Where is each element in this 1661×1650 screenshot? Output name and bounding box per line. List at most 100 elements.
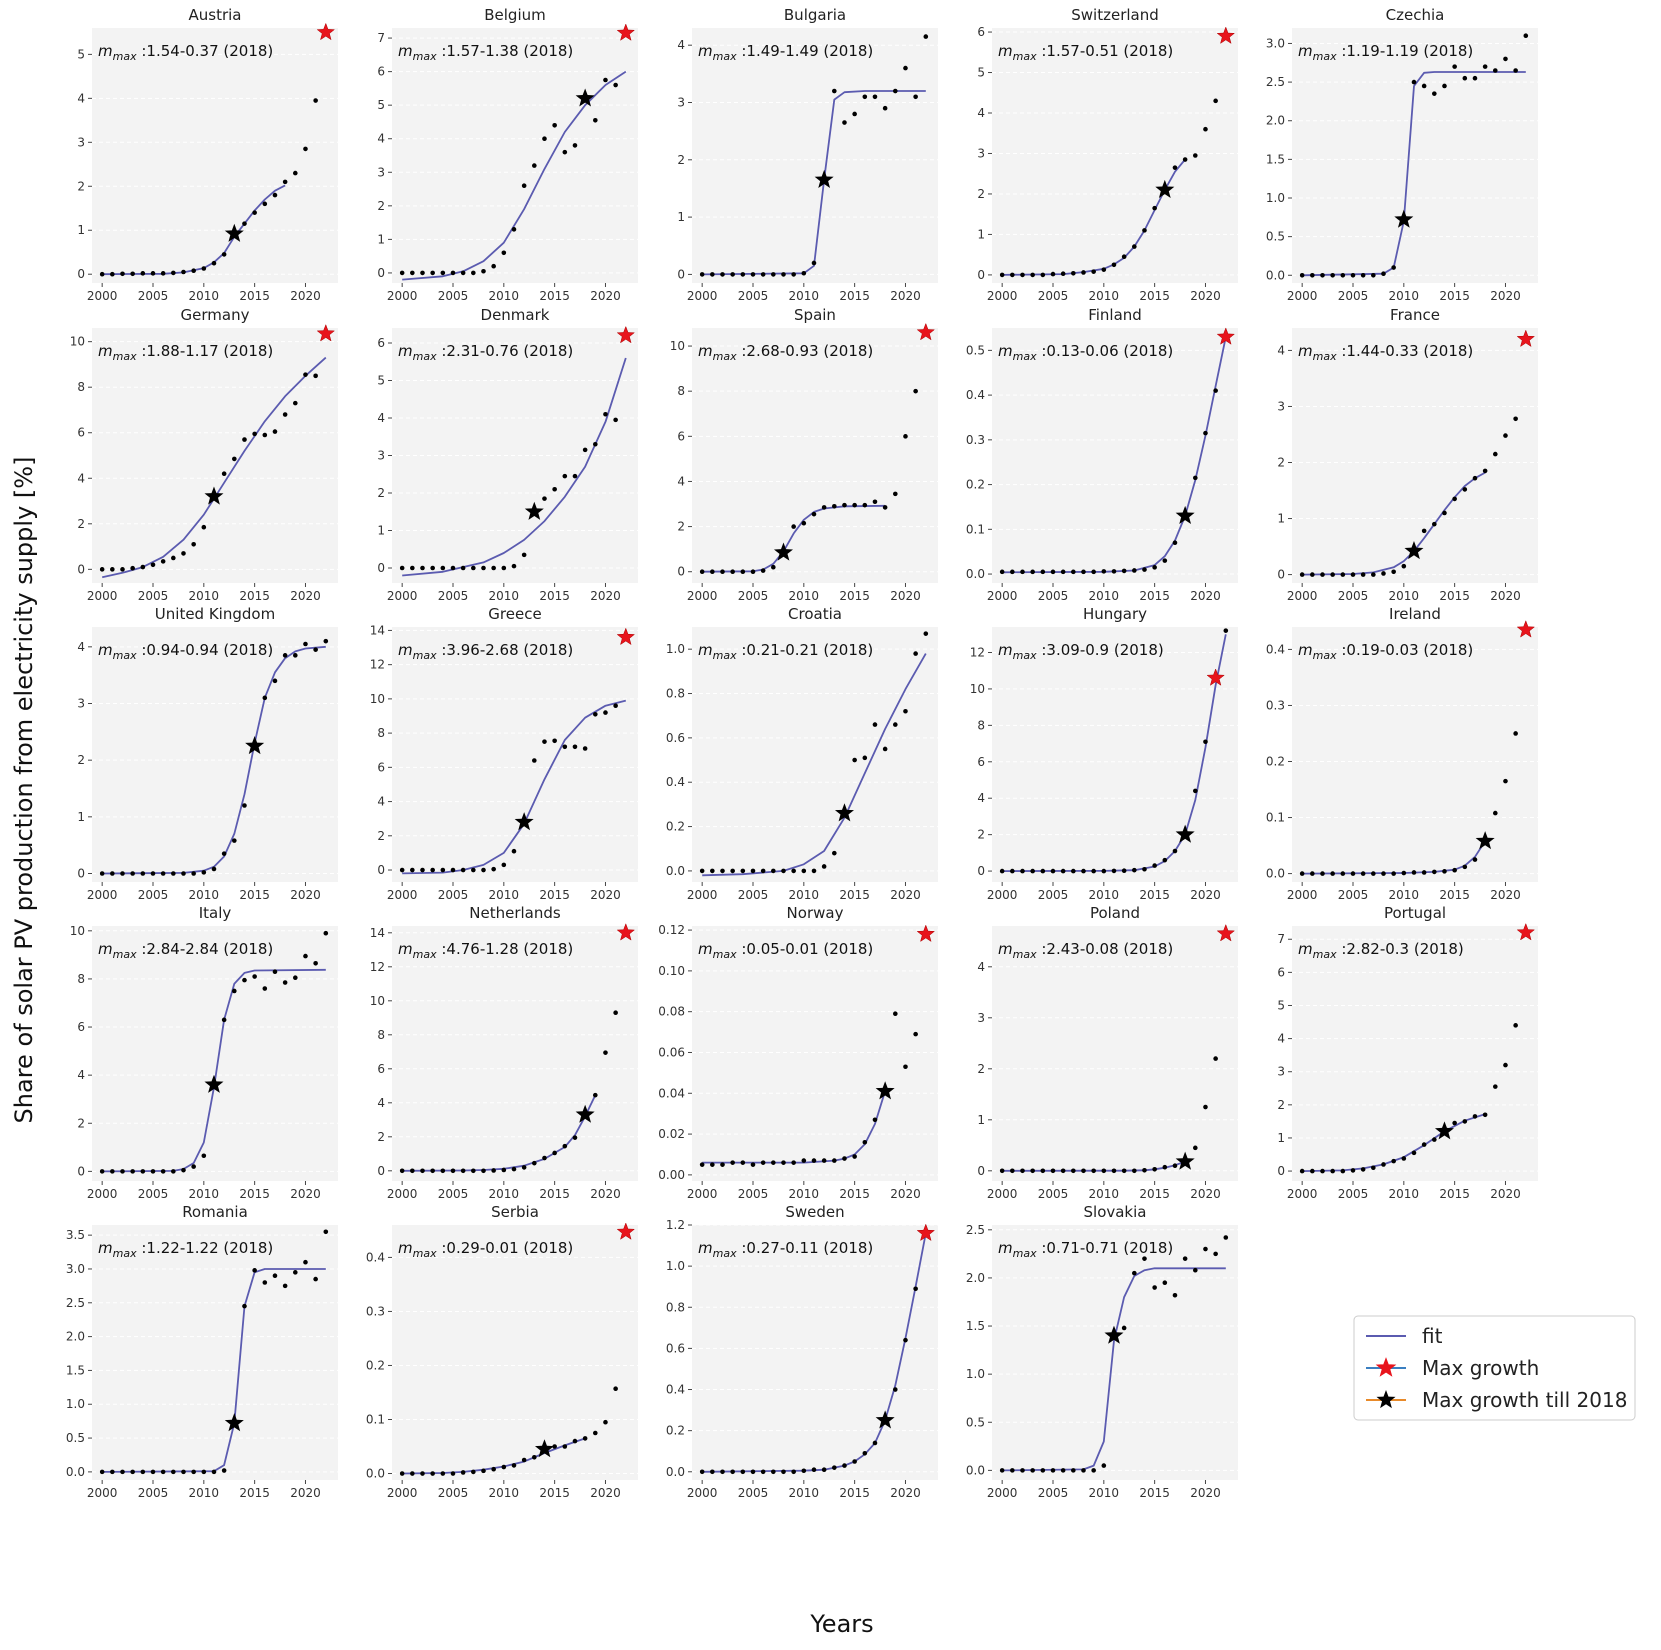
data-point (1213, 388, 1218, 393)
y-tick-label: 0 (77, 867, 85, 881)
data-point (923, 34, 929, 39)
data-point (1310, 572, 1315, 577)
y-tick-label: 2.5 (966, 1223, 985, 1237)
panel-romania: 0.0 0.5 1.0 1.5 2.0 2.5 3.0 3.5 2000 2005 2010 2015… (66, 1203, 338, 1500)
panel-title: Finland (1088, 306, 1142, 324)
data-point (313, 98, 318, 103)
data-point (1152, 863, 1157, 868)
x-tick-label: 2000 (687, 1187, 718, 1201)
panel-background (992, 328, 1238, 583)
data-point (1121, 568, 1127, 574)
data-point (832, 1158, 837, 1163)
y-tick-label: 0 (977, 268, 985, 282)
data-point (99, 1169, 105, 1174)
data-point (471, 270, 476, 276)
data-point (832, 850, 837, 856)
data-point (120, 271, 125, 277)
mmax-annotation: mmax :1.88-1.17 (2018) (98, 342, 273, 363)
y-tick-label: 0 (377, 561, 385, 575)
data-point (1223, 1235, 1229, 1240)
data-point (1421, 83, 1427, 89)
x-tick-label: 2005 (738, 1187, 769, 1201)
data-point (171, 1169, 176, 1174)
data-point (1452, 1120, 1457, 1126)
data-point (1020, 1468, 1025, 1473)
data-point (130, 1169, 135, 1174)
panel-title: United Kingdom (155, 605, 275, 623)
data-point (99, 871, 105, 876)
data-point (801, 868, 807, 874)
max-growth-star (1516, 329, 1536, 348)
y-tick-label: 8 (77, 972, 85, 986)
data-point (603, 1050, 608, 1055)
max-growth-2018-star (575, 88, 595, 107)
x-tick-label: 2015 (1139, 589, 1170, 603)
data-point (1010, 272, 1015, 278)
data-point (613, 1010, 618, 1015)
data-point (603, 1419, 608, 1425)
data-point (572, 473, 578, 479)
data-point (313, 647, 318, 652)
data-point (1162, 558, 1168, 563)
data-point (221, 1017, 227, 1023)
max-growth-2018-star (875, 1081, 895, 1100)
data-point (1401, 1156, 1407, 1161)
panel-title: Ireland (1389, 605, 1441, 623)
data-point (181, 269, 186, 275)
data-point (1172, 165, 1178, 170)
x-tick-label: 2015 (1139, 1486, 1170, 1500)
x-axis-label: Years (809, 1610, 873, 1638)
max-growth-star (616, 1222, 636, 1240)
mmax-annotation: mmax :1.49-1.49 (2018) (698, 42, 873, 63)
data-point (303, 641, 308, 647)
max-growth-star (616, 627, 636, 646)
data-point (781, 272, 786, 277)
data-point (1350, 1168, 1356, 1173)
data-point (771, 1469, 776, 1475)
data-point (791, 868, 796, 874)
mmax-annotation: mmax :1.57-0.51 (2018) (998, 42, 1173, 63)
y-tick-label: 1.0 (666, 642, 685, 656)
y-tick-label: 2 (977, 828, 985, 842)
data-point (272, 429, 278, 434)
data-point (120, 567, 125, 572)
data-point (181, 551, 186, 556)
data-point (832, 88, 837, 94)
data-point (1030, 272, 1035, 278)
data-point (430, 270, 435, 276)
data-point (999, 868, 1005, 874)
max-growth-2018-star (514, 812, 534, 831)
data-point (272, 969, 278, 975)
data-point (862, 94, 868, 100)
data-point (420, 565, 425, 571)
data-point (710, 868, 715, 874)
x-tick-label: 2020 (1490, 289, 1521, 303)
panel-background (992, 1225, 1238, 1480)
data-point (120, 1169, 125, 1174)
data-point (1411, 79, 1417, 85)
data-point (481, 565, 486, 571)
data-point (1371, 272, 1376, 278)
y-tick-label: 10 (70, 335, 85, 349)
y-tick-label: 0.8 (666, 1300, 685, 1314)
data-point (572, 1135, 578, 1140)
data-point (430, 565, 435, 571)
x-tick-label: 2000 (1287, 888, 1318, 902)
y-tick-label: 10 (70, 924, 85, 938)
data-point (1442, 83, 1447, 89)
data-point (491, 1168, 496, 1173)
data-point (282, 179, 288, 185)
data-point (242, 437, 247, 442)
data-point (1091, 1168, 1096, 1174)
data-point (130, 271, 135, 277)
data-point (430, 1471, 435, 1476)
data-point (201, 1153, 207, 1159)
data-point (440, 1168, 446, 1174)
y-tick-label: 2.0 (66, 1330, 85, 1344)
y-tick-label: 3 (377, 449, 385, 463)
max-growth-2018-star (575, 1104, 595, 1123)
y-tick-label: 0.00 (658, 1168, 685, 1182)
x-tick-label: 2020 (290, 289, 321, 303)
y-tick-label: 6 (1277, 965, 1285, 979)
